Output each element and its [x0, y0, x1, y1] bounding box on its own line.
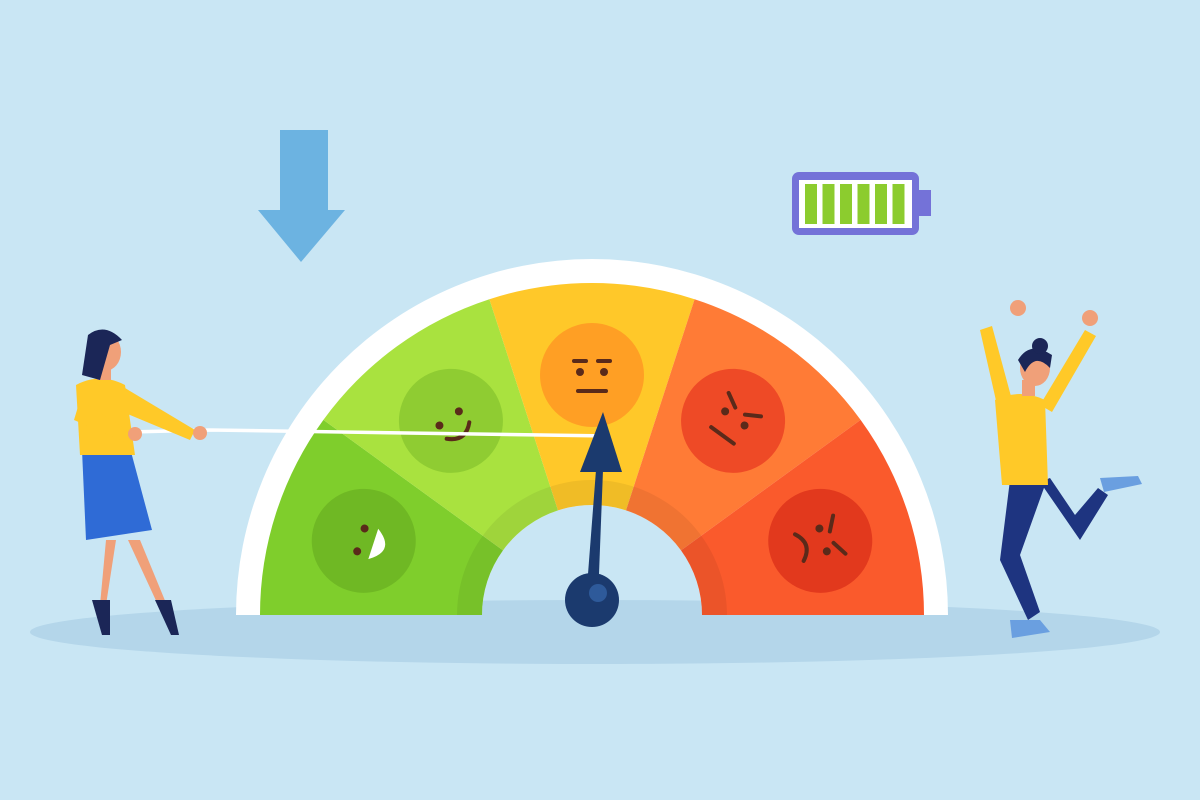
- battery-bar: [857, 184, 870, 224]
- battery-bar: [875, 184, 887, 224]
- angry-face-icon: [681, 368, 786, 473]
- woman-pulling-rope: [74, 329, 207, 635]
- arrow-down-icon: [258, 130, 345, 262]
- very-happy-face-icon: [311, 488, 416, 593]
- happy-face-icon: [398, 368, 503, 473]
- mood-gauge: [236, 259, 948, 615]
- battery-bar: [805, 184, 817, 224]
- very-angry-face-icon: [768, 488, 873, 593]
- ground-shadow: [30, 600, 1160, 664]
- gauge-inner-ring: [457, 480, 727, 615]
- woman-jumping: [980, 300, 1142, 638]
- battery-bar: [822, 184, 835, 224]
- gauge-needle: [565, 412, 622, 627]
- battery-bar: [840, 184, 852, 224]
- rope: [129, 428, 611, 438]
- battery-bar: [892, 184, 905, 224]
- neutral-face-icon: [540, 323, 644, 427]
- battery-full-icon: [792, 172, 931, 235]
